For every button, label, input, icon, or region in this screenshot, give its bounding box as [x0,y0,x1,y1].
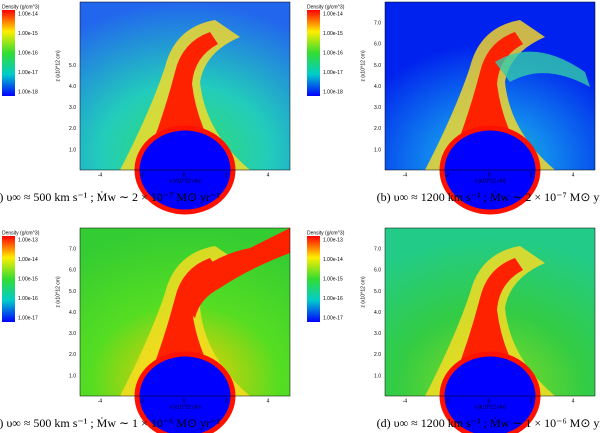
x-tick-label: -2 [445,398,450,404]
y-tick-label: 2.0 [69,352,76,358]
colorbar-tick-label: 1.00e-16 [18,296,38,302]
colorbar-tick-label: 1.00e-17 [18,315,38,321]
outer-plume [175,228,290,318]
y-tick-label: 1.0 [374,373,381,379]
x-tick-label: 2 [225,172,228,178]
colorbar-tick-label: 1.00e-16 [323,50,343,56]
colorbar-tick-label: 1.00e-18 [18,89,38,95]
y-tick-label: 4.0 [69,84,76,90]
x-tick-label: -2 [140,398,145,404]
colorbar-tick-label: 1.00e-15 [18,276,38,282]
y-tick-label: 2.0 [69,126,76,132]
colorbar-tick-label: 1.00e-15 [323,31,343,37]
x-axis-label: x (x10^12 cm) [169,178,201,184]
colorbar-tick-label: 1.00e-17 [323,70,343,76]
colorbar-tick-label: 1.00e-14 [18,11,38,17]
colorbar [307,236,320,322]
colorbar-title: Density (g/cm^3) [2,4,40,10]
x-tick-label: -2 [445,172,450,178]
frame [384,227,596,397]
frame [79,227,291,397]
colorbar-tick-label: 1.00e-18 [323,89,343,95]
colorbar-tick-label: 1.00e-14 [323,257,343,263]
y-tick-label: 3.0 [374,105,381,111]
y-tick-label: 6.0 [374,268,381,274]
frame [384,1,596,171]
colorbar [307,10,320,96]
caption: (a) υ∞ ≈ 500 km s⁻¹ ; Ṁw ∼ 2 × 10⁻⁷ M⊙ y… [0,190,220,204]
x-tick-label: 4 [267,398,270,404]
colorbar-title: Density (g/cm^3) [307,4,345,10]
y-tick-label: 4.0 [374,310,381,316]
x-tick-label: 0 [183,172,186,178]
colorbar [2,236,15,322]
y-axis-label: z (x10^12 cm) [55,276,61,308]
y-tick-label: 1.0 [374,147,381,153]
x-tick-label: -4 [403,172,408,178]
x-axis-label: x (x10^12 cm) [474,404,506,410]
y-tick-label: 7.0 [374,246,381,252]
y-tick-label: 2.0 [374,352,381,358]
panel: -4 -2 0 2 4 x (x10^12 cm) 1.0 2.0 3.0 4.0 5.0 6.0 7.… [360,227,596,433]
y-tick-label: 2.0 [374,126,381,132]
x-tick-label: -4 [98,172,103,178]
x-tick-label: 4 [267,172,270,178]
x-tick-label: 4 [572,398,575,404]
x-tick-label: 2 [530,398,533,404]
y-axis-label: z (x10^12 cm) [55,50,61,82]
colorbar-tick-label: 1.00e-15 [18,31,38,37]
panel: -4 -2 0 2 4 x (x10^12 cm) 1.0 2.0 3.0 4.0 5.0 6.0 7.… [360,1,596,215]
y-tick-label: 6.0 [69,268,76,274]
y-tick-label: 1.0 [69,147,76,153]
colorbar-tick-label: 1.00e-13 [323,237,343,243]
y-tick-label: 3.0 [69,105,76,111]
x-axis-label: x (x10^12 cm) [169,404,201,410]
colorbar-tick-label: 1.00e-15 [323,276,343,282]
y-tick-label: 5.0 [69,63,76,69]
x-tick-label: 0 [488,172,491,178]
colorbar-tick-label: 1.00e-14 [18,257,38,263]
y-tick-label: 7.0 [374,20,381,26]
caption: (b) υ∞ ≈ 1200 km s⁻¹ ; Ṁw ∼ 2 × 10⁻⁷ M⊙ … [377,190,600,204]
caption: (d) υ∞ ≈ 1200 km s⁻¹ ; Ṁw ∼ 1 × 10⁻⁶ M⊙ … [377,416,600,430]
y-tick-label: 3.0 [374,331,381,337]
y-tick-label: 3.0 [69,331,76,337]
y-tick-label: 1.0 [69,373,76,379]
colorbar-tick-label: 1.00e-16 [323,296,343,302]
panel: -4 -2 0 2 4 x (x10^12 cm) 1.0 2.0 3.0 4.0 5.0 6.0 7.… [55,227,291,433]
y-axis-label: z (x10^12 cm) [360,276,366,308]
colorbar-title: Density (g/cm^3) [2,230,40,236]
x-tick-label: 0 [488,398,491,404]
colorbar-title: Density (g/cm^3) [307,230,345,236]
y-tick-label: 4.0 [69,310,76,316]
y-tick-label: 5.0 [374,63,381,69]
x-tick-label: 2 [225,398,228,404]
y-tick-label: 6.0 [374,42,381,48]
x-axis-label: x (x10^12 cm) [474,178,506,184]
caption: (c) υ∞ ≈ 500 km s⁻¹ ; Ṁw ∼ 1 × 10⁻⁶ M⊙ y… [0,416,220,430]
outer-plume [495,51,590,87]
x-tick-label: -4 [98,398,103,404]
y-tick-label: 4.0 [374,84,381,90]
colorbar-tick-label: 1.00e-17 [323,315,343,321]
x-tick-label: 0 [183,398,186,404]
panel: -4 -2 0 2 4 x (x10^12 cm) 1.0 2.0 3.0 4.0 5.0 z (x1… [55,1,291,215]
colorbar-tick-label: 1.00e-14 [323,11,343,17]
x-tick-label: 4 [572,172,575,178]
y-tick-label: 7.0 [69,246,76,252]
colorbar-tick-label: 1.00e-13 [18,237,38,243]
x-tick-label: -4 [403,398,408,404]
colorbar-tick-label: 1.00e-16 [18,50,38,56]
y-axis-label: z (x10^12 cm) [360,50,366,82]
x-tick-label: 2 [530,172,533,178]
frame [79,1,291,171]
x-tick-label: -2 [140,172,145,178]
y-tick-label: 5.0 [69,289,76,295]
colorbar-tick-label: 1.00e-17 [18,70,38,76]
y-tick-label: 5.0 [374,289,381,295]
colorbar [2,10,15,96]
